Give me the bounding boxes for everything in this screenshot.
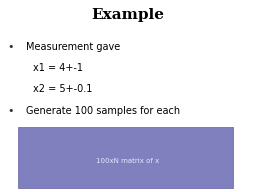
Text: •: • bbox=[8, 42, 14, 52]
Text: Measurement gave: Measurement gave bbox=[26, 42, 120, 52]
Text: •: • bbox=[8, 106, 14, 116]
Text: x1 = 4+-1: x1 = 4+-1 bbox=[33, 63, 83, 73]
Text: Example: Example bbox=[91, 8, 165, 22]
Text: 100xN matrix of x: 100xN matrix of x bbox=[96, 157, 160, 164]
Text: x2 = 5+-0.1: x2 = 5+-0.1 bbox=[33, 84, 93, 94]
Text: Generate 100 samples for each: Generate 100 samples for each bbox=[26, 106, 180, 116]
FancyBboxPatch shape bbox=[18, 127, 233, 188]
